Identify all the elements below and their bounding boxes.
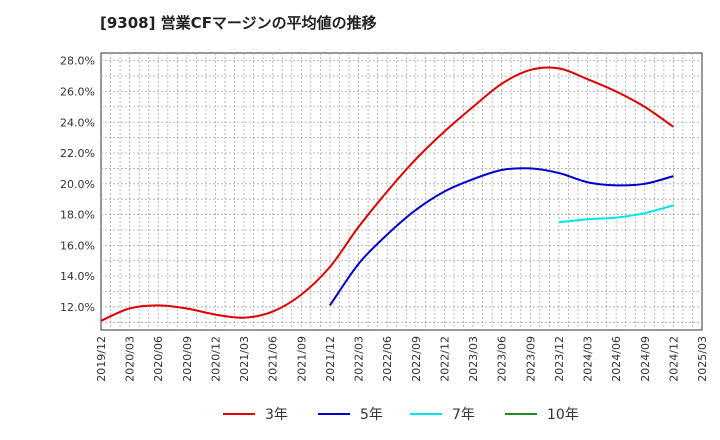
x-tick-label: 2020/03 [124, 336, 137, 382]
x-tick-label: 2022/09 [410, 336, 423, 382]
y-tick-label: 14.0% [60, 270, 95, 283]
series-line [558, 204, 674, 224]
x-tick-label: 2022/03 [353, 336, 366, 382]
y-tick-label: 22.0% [60, 147, 95, 160]
x-tick-label: 2024/09 [639, 336, 652, 382]
y-tick-label: 24.0% [60, 116, 95, 129]
legend-label: 10年 [547, 407, 579, 423]
x-tick-label: 2024/06 [610, 336, 623, 382]
x-tick-label: 2024/03 [582, 336, 595, 382]
x-tick-label: 2021/12 [324, 336, 337, 382]
x-tick-label: 2021/03 [238, 336, 251, 382]
legend-label: 7年 [452, 407, 475, 423]
y-tick-label: 12.0% [60, 301, 95, 314]
legend-label: 3年 [265, 407, 288, 423]
series-line [100, 66, 674, 322]
x-tick-label: 2021/09 [295, 336, 308, 382]
x-tick-label: 2023/06 [496, 336, 509, 382]
y-tick-label: 16.0% [60, 239, 95, 252]
y-tick-label: 28.0% [60, 55, 95, 68]
x-tick-label: 2022/12 [438, 336, 451, 382]
y-tick-label: 26.0% [60, 85, 95, 98]
plot-frame [100, 52, 703, 331]
legend-label: 5年 [360, 407, 383, 423]
x-tick-label: 2025/03 [696, 336, 709, 382]
y-tick-label: 18.0% [60, 209, 95, 222]
x-tick-label: 2023/09 [524, 336, 537, 382]
x-tick-label: 2024/12 [667, 336, 680, 382]
x-tick-label: 2019/12 [95, 336, 108, 382]
x-tick-label: 2020/09 [181, 336, 194, 382]
x-tick-label: 2020/12 [209, 336, 222, 382]
x-tick-label: 2023/12 [553, 336, 566, 382]
y-tick-label: 20.0% [60, 178, 95, 191]
x-tick-label: 2023/03 [467, 336, 480, 382]
x-tick-label: 2021/06 [267, 336, 280, 382]
x-tick-label: 2022/06 [381, 336, 394, 382]
series-line [329, 167, 674, 306]
x-tick-label: 2020/06 [152, 336, 165, 382]
chart-title: [9308] 営業CFマージンの平均値の推移 [100, 14, 377, 32]
